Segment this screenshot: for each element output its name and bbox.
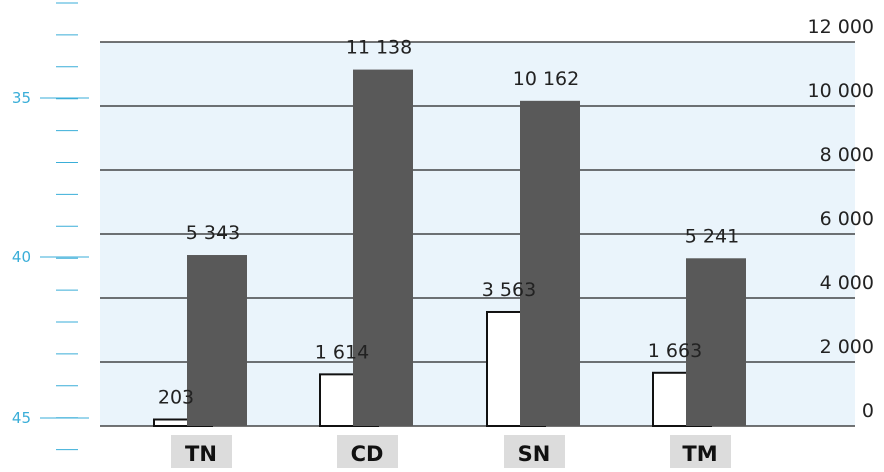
category-label: TM bbox=[682, 442, 717, 466]
left-axis-tick-label: 35 bbox=[12, 89, 31, 107]
bar-dark-sn bbox=[520, 100, 580, 426]
bar-dark-tm bbox=[686, 258, 746, 426]
value-label: 3 563 bbox=[482, 279, 536, 301]
value-label: 203 bbox=[158, 387, 194, 409]
right-axis-tick-label: 12 000 bbox=[808, 16, 874, 38]
left-axis-tick-label: 45 bbox=[12, 409, 31, 427]
right-axis-tick-label: 2 000 bbox=[820, 336, 874, 358]
category-box bbox=[670, 435, 731, 468]
bar-dark-cd bbox=[353, 69, 413, 427]
right-value-axis: 0 2 000 4 000 6 000 8 000 10 000 12 000 bbox=[808, 16, 874, 422]
left-scale-axis: 35 40 45 bbox=[12, 2, 89, 451]
value-label: 5 241 bbox=[685, 225, 739, 247]
category-label: CD bbox=[351, 442, 384, 466]
category-box bbox=[337, 435, 398, 468]
category-label: TN bbox=[185, 442, 217, 466]
bars bbox=[153, 69, 746, 428]
category-labels: TN CD SN TM bbox=[171, 435, 731, 468]
value-label: 5 343 bbox=[186, 222, 240, 244]
category-box bbox=[504, 435, 565, 468]
value-label: 11 138 bbox=[346, 37, 412, 59]
category-label: SN bbox=[518, 442, 551, 466]
right-axis-tick-label: 8 000 bbox=[820, 144, 874, 166]
value-label: 1 614 bbox=[315, 341, 369, 363]
right-axis-tick-label: 0 bbox=[862, 400, 874, 422]
right-axis-tick-label: 6 000 bbox=[820, 208, 874, 230]
left-axis-tick-label: 40 bbox=[12, 248, 31, 266]
value-labels: 203 5 343 1 614 11 138 3 563 10 162 1 663 5 241 bbox=[158, 37, 739, 409]
right-axis-tick-label: 10 000 bbox=[808, 80, 874, 102]
right-axis-tick-label: 4 000 bbox=[820, 272, 874, 294]
bar-dark-tn bbox=[187, 255, 247, 426]
value-label: 1 663 bbox=[648, 340, 702, 362]
category-box bbox=[171, 435, 232, 468]
value-label: 10 162 bbox=[513, 68, 579, 90]
